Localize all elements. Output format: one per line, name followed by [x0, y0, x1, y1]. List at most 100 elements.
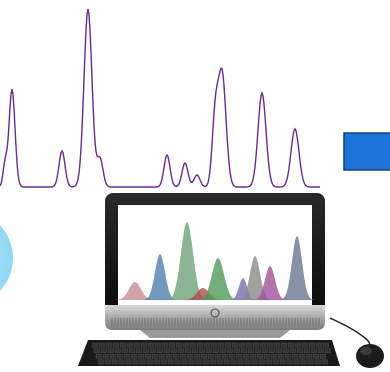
- bubble: [0, 225, 13, 291]
- key: [245, 342, 252, 348]
- key: [107, 348, 114, 354]
- key: [294, 342, 301, 348]
- key: [266, 342, 273, 348]
- key: [247, 348, 254, 354]
- key: [216, 359, 223, 365]
- key: [137, 354, 144, 359]
- key: [114, 348, 121, 354]
- key: [116, 354, 123, 359]
- key: [282, 348, 289, 354]
- key: [191, 348, 198, 354]
- key: [296, 348, 303, 354]
- key: [277, 354, 284, 359]
- key: [105, 342, 112, 348]
- key: [174, 359, 181, 365]
- key: [212, 348, 219, 354]
- key: [289, 348, 296, 354]
- key: [144, 354, 151, 359]
- screen-peak: [163, 222, 211, 300]
- screen-peaks: [111, 222, 317, 300]
- blue-box: [343, 132, 390, 171]
- key: [254, 348, 261, 354]
- key: [98, 342, 105, 348]
- key: [261, 348, 268, 354]
- key: [307, 359, 314, 365]
- key: [310, 348, 317, 354]
- speaker-grille: [111, 318, 320, 326]
- key: [205, 348, 212, 354]
- key: [123, 354, 130, 359]
- key: [165, 354, 172, 359]
- mouse-highlight: [360, 347, 372, 355]
- key: [109, 354, 116, 359]
- monitor-stand: [140, 330, 290, 338]
- key: [230, 359, 237, 365]
- key: [272, 359, 279, 365]
- key: [223, 359, 230, 365]
- key: [149, 348, 156, 354]
- key: [102, 354, 109, 359]
- key: [179, 354, 186, 359]
- key: [170, 348, 177, 354]
- key: [224, 342, 231, 348]
- key: [317, 348, 324, 354]
- key: [221, 354, 228, 359]
- key: [151, 354, 158, 359]
- key: [161, 342, 168, 348]
- key: [168, 342, 175, 348]
- key: [291, 354, 298, 359]
- key: [140, 342, 147, 348]
- key: [321, 359, 328, 365]
- key: [202, 359, 209, 365]
- key: [244, 359, 251, 365]
- key: [104, 359, 111, 365]
- key: [163, 348, 170, 354]
- key: [203, 342, 210, 348]
- key: [280, 342, 287, 348]
- key: [263, 354, 270, 359]
- key: [279, 359, 286, 365]
- key: [324, 348, 331, 354]
- key: [93, 348, 100, 354]
- key: [308, 342, 315, 348]
- key: [181, 359, 188, 365]
- chromatogram-line: [0, 8, 320, 188]
- key: [249, 354, 256, 359]
- key: [256, 354, 263, 359]
- key: [319, 354, 326, 359]
- key: [97, 359, 104, 365]
- key: [195, 359, 202, 365]
- key: [135, 348, 142, 354]
- key: [139, 359, 146, 365]
- key: [314, 359, 321, 365]
- key: [286, 359, 293, 365]
- key: [112, 342, 119, 348]
- key: [100, 348, 107, 354]
- key: [251, 359, 258, 365]
- key: [121, 348, 128, 354]
- mouse: [356, 344, 384, 368]
- key: [240, 348, 247, 354]
- key: [160, 359, 167, 365]
- screen-peak: [111, 282, 159, 300]
- screen-peak: [235, 256, 275, 300]
- screen-peak: [194, 258, 242, 300]
- key: [193, 354, 200, 359]
- key: [270, 354, 277, 359]
- key: [111, 359, 118, 365]
- key: [305, 354, 312, 359]
- key: [287, 342, 294, 348]
- logo: [210, 308, 220, 318]
- key: [156, 348, 163, 354]
- key: [188, 359, 195, 365]
- key: [237, 359, 244, 365]
- key: [315, 342, 322, 348]
- key: [146, 359, 153, 365]
- key: [186, 354, 193, 359]
- key: [128, 348, 135, 354]
- key: [172, 354, 179, 359]
- key: [300, 359, 307, 365]
- key: [242, 354, 249, 359]
- key: [322, 342, 329, 348]
